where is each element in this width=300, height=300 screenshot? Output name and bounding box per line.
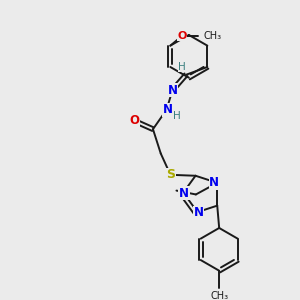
Text: H: H: [173, 111, 181, 121]
Text: N: N: [194, 206, 203, 219]
Text: N: N: [167, 84, 177, 97]
Text: N: N: [209, 176, 219, 189]
Text: CH₃: CH₃: [203, 31, 221, 41]
Text: CH₃: CH₃: [210, 291, 228, 300]
Text: S: S: [166, 168, 175, 181]
Text: N: N: [163, 103, 172, 116]
Text: N: N: [179, 187, 189, 200]
Text: H: H: [178, 62, 186, 72]
Text: O: O: [177, 31, 187, 41]
Text: O: O: [130, 114, 140, 127]
